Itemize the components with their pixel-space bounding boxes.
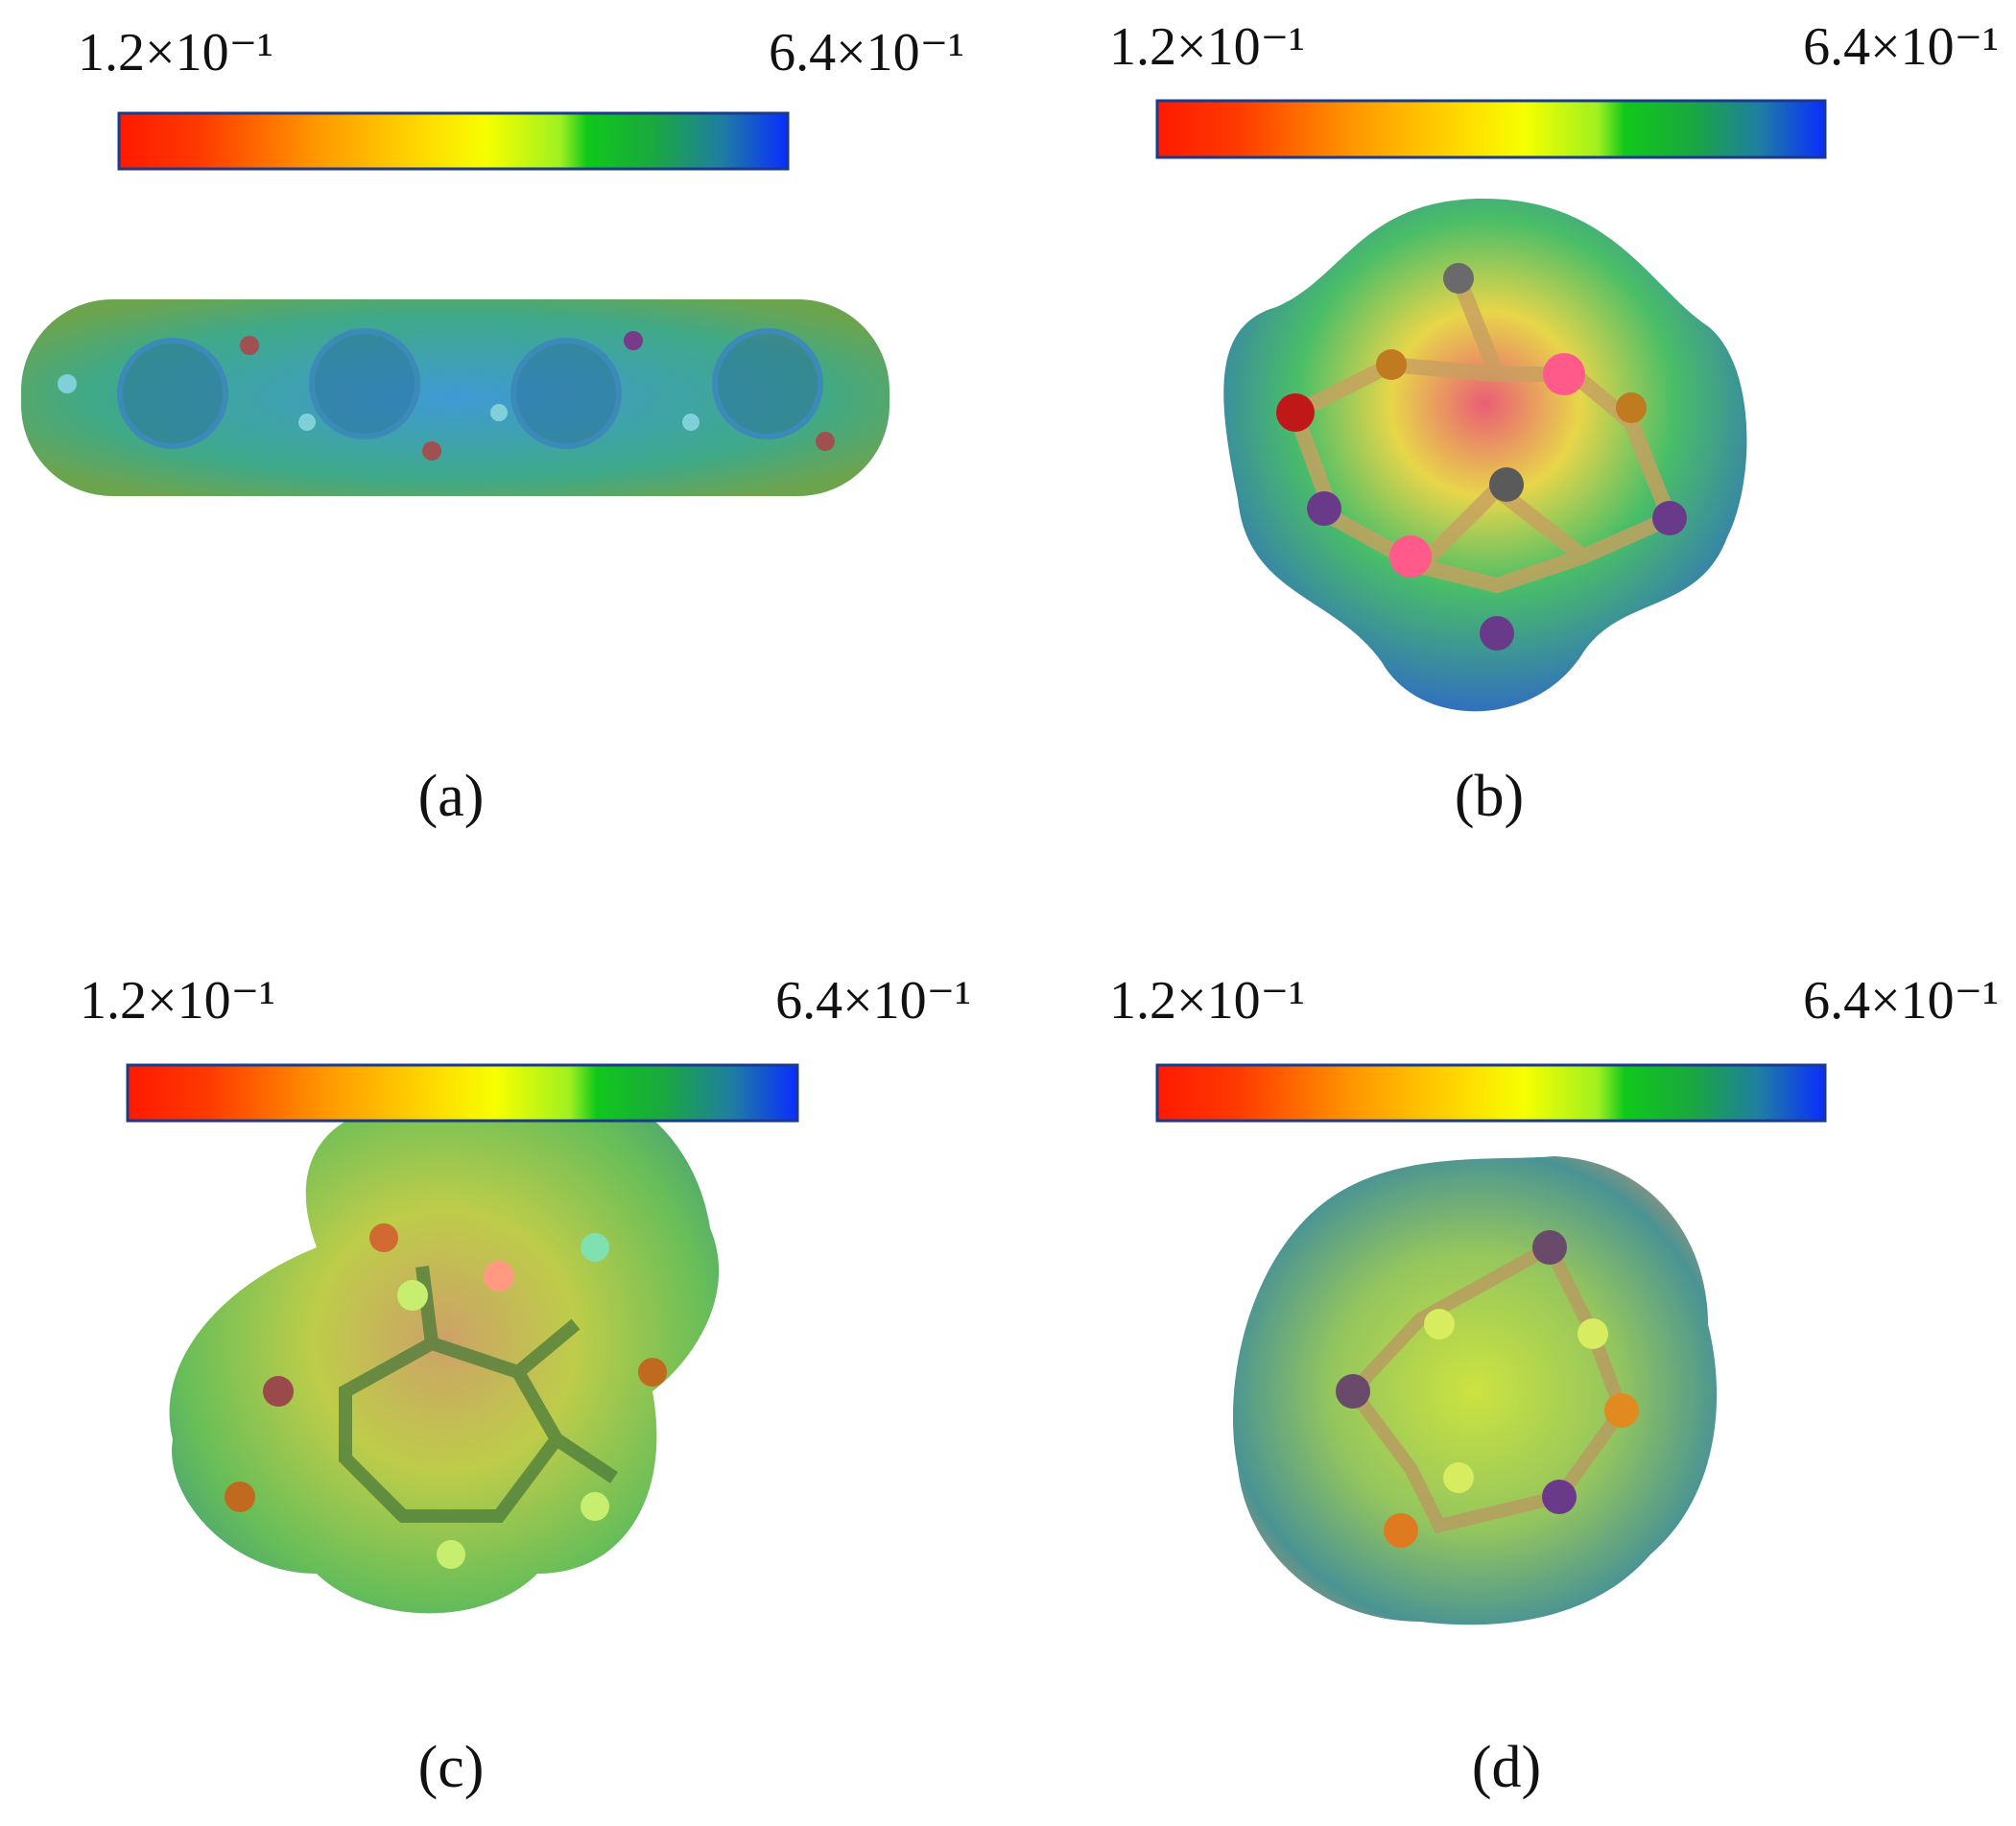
colorbar [1155, 1063, 1827, 1123]
panel-caption: (b) [1455, 764, 1524, 829]
colorbar-min-label: 1.2×10⁻¹ [1109, 17, 1305, 77]
colorbar [126, 1063, 799, 1123]
colorbar-min-label: 1.2×10⁻¹ [1109, 971, 1305, 1031]
colorbar-max-label: 6.4×10⁻¹ [769, 23, 964, 83]
panel-caption: (a) [418, 764, 485, 829]
colorbar [1155, 99, 1827, 159]
molecule-b [1223, 199, 1747, 712]
colorbar-min-label: 1.2×10⁻¹ [78, 23, 273, 83]
colorbar-max-label: 6.4×10⁻¹ [775, 971, 971, 1031]
panel-caption: (d) [1472, 1735, 1541, 1800]
colorbar-max-label: 6.4×10⁻¹ [1803, 17, 1999, 77]
molecule-a [21, 299, 889, 496]
colorbar-min-label: 1.2×10⁻¹ [80, 971, 275, 1031]
colorbar [117, 111, 790, 171]
colorbar-max-label: 6.4×10⁻¹ [1803, 971, 1999, 1031]
molecule-d [1232, 1156, 1718, 1625]
molecule-c [169, 1067, 720, 1614]
panel-caption: (c) [418, 1735, 485, 1800]
